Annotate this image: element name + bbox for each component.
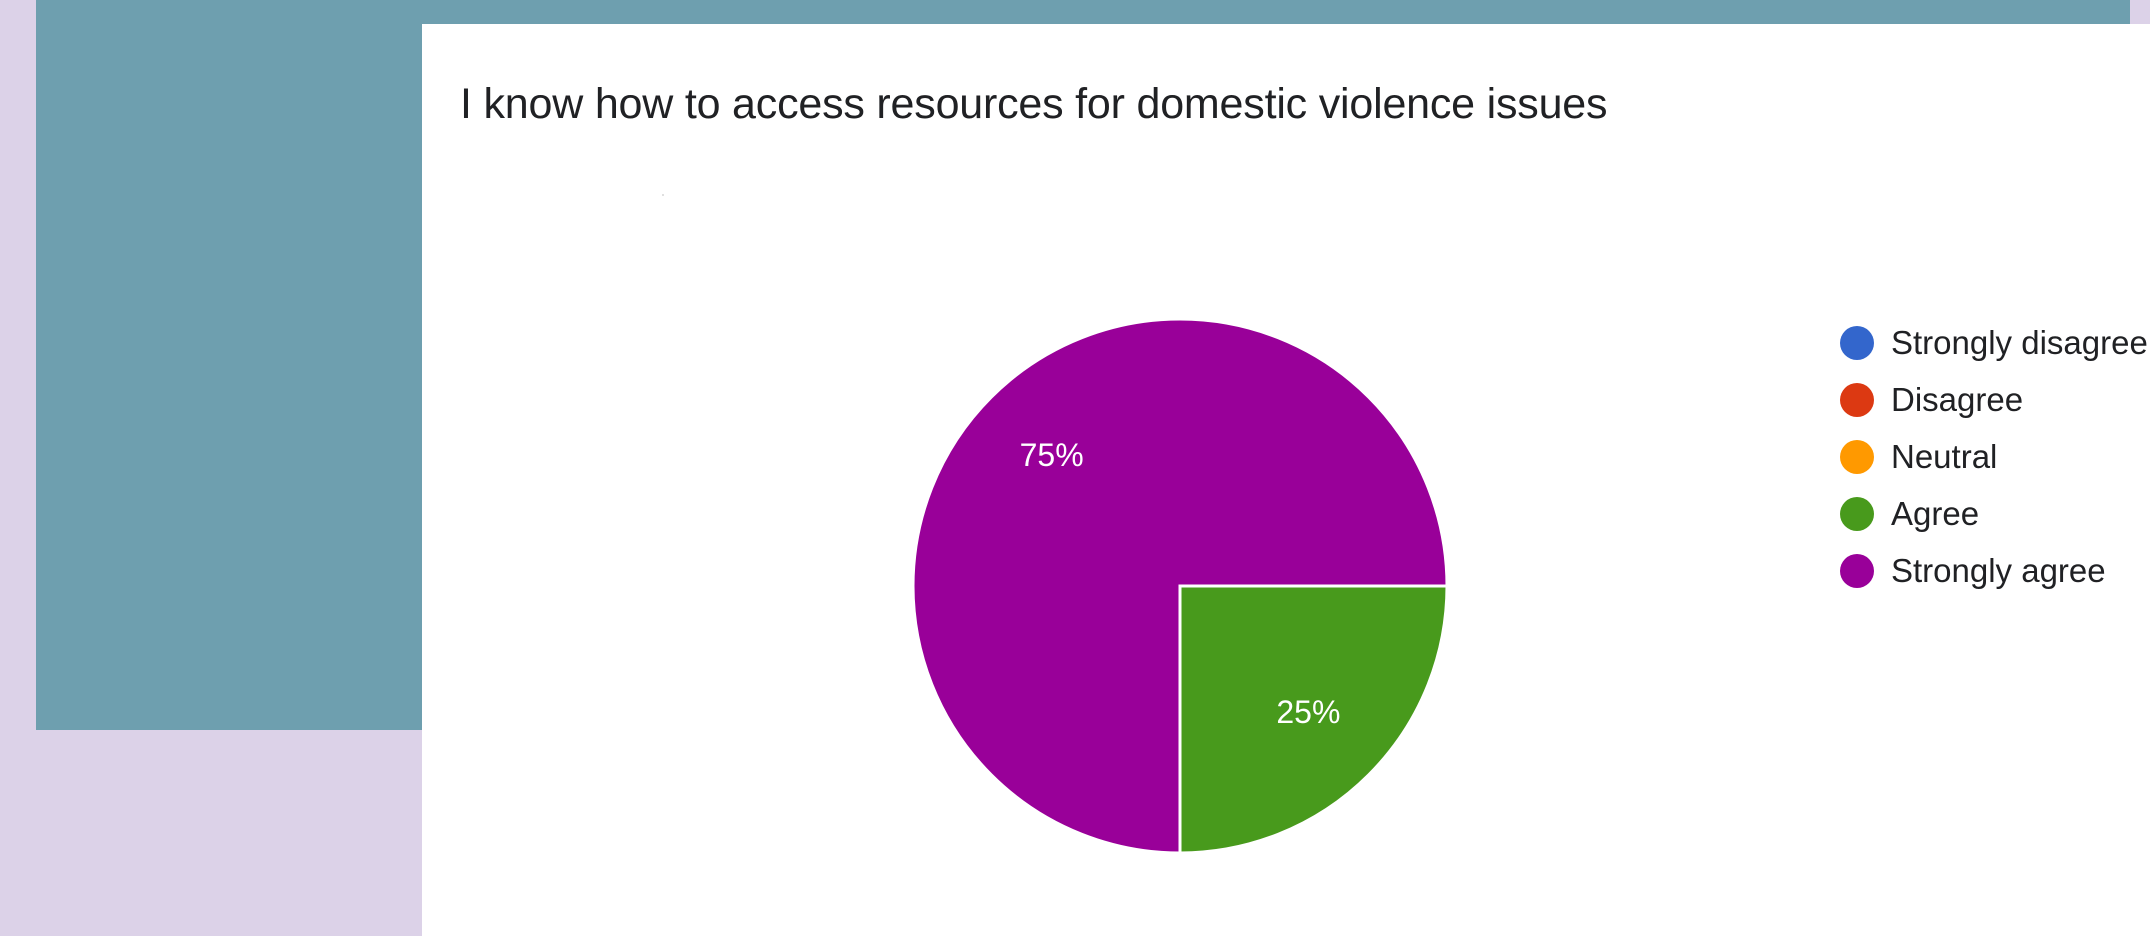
legend-swatch: [1840, 325, 1874, 360]
decorative-speck: [662, 194, 664, 196]
legend-item-neutral[interactable]: Neutral: [1840, 428, 2148, 485]
pie-slice-agree[interactable]: [1178, 584, 1449, 855]
legend-label: Disagree: [1891, 380, 2024, 418]
legend-label: Strongly disagree: [1891, 323, 2148, 361]
legend-label: Agree: [1891, 494, 1980, 532]
legend-item-disagree[interactable]: Disagree: [1840, 371, 2148, 428]
pie-slice-strongly-agree[interactable]: [911, 317, 1449, 855]
legend-label: Neutral: [1891, 437, 1998, 475]
legend-label: Strongly agree: [1891, 551, 2106, 589]
legend-item-strongly-agree[interactable]: Strongly agree: [1840, 542, 2148, 599]
slice-label-agree: 25%: [1276, 694, 1340, 730]
chart-card: I know how to access resources for domes…: [422, 24, 2150, 936]
legend-swatch: [1840, 496, 1874, 531]
legend-item-agree[interactable]: Agree: [1840, 485, 2148, 542]
chart-title: I know how to access resources for domes…: [460, 80, 1608, 128]
chart-legend: Strongly disagree Disagree Neutral Agree Str…: [1840, 314, 2148, 599]
legend-swatch: [1840, 439, 1874, 474]
slice-label-strongly-agree: 75%: [1020, 437, 1084, 473]
legend-swatch: [1840, 382, 1874, 417]
legend-swatch: [1840, 553, 1874, 588]
legend-item-strongly-disagree[interactable]: Strongly disagree: [1840, 314, 2148, 371]
pie-chart: 25% 75%: [911, 317, 1449, 855]
